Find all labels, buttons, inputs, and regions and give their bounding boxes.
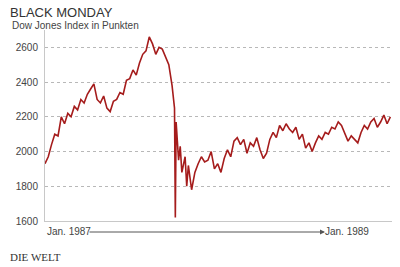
- svg-text:2000: 2000: [16, 146, 39, 157]
- svg-text:Jan. 1989: Jan. 1989: [325, 226, 369, 237]
- svg-text:Jan. 1987: Jan. 1987: [47, 226, 91, 237]
- svg-text:DIE WELT: DIE WELT: [10, 251, 61, 263]
- svg-text:BLACK MONDAY: BLACK MONDAY: [10, 5, 113, 20]
- svg-text:2600: 2600: [16, 42, 39, 53]
- svg-text:2400: 2400: [16, 77, 39, 88]
- svg-text:Dow Jones Index in Punkten: Dow Jones Index in Punkten: [12, 20, 139, 31]
- svg-text:1800: 1800: [16, 181, 39, 192]
- svg-text:2200: 2200: [16, 111, 39, 122]
- svg-text:1600: 1600: [16, 216, 39, 227]
